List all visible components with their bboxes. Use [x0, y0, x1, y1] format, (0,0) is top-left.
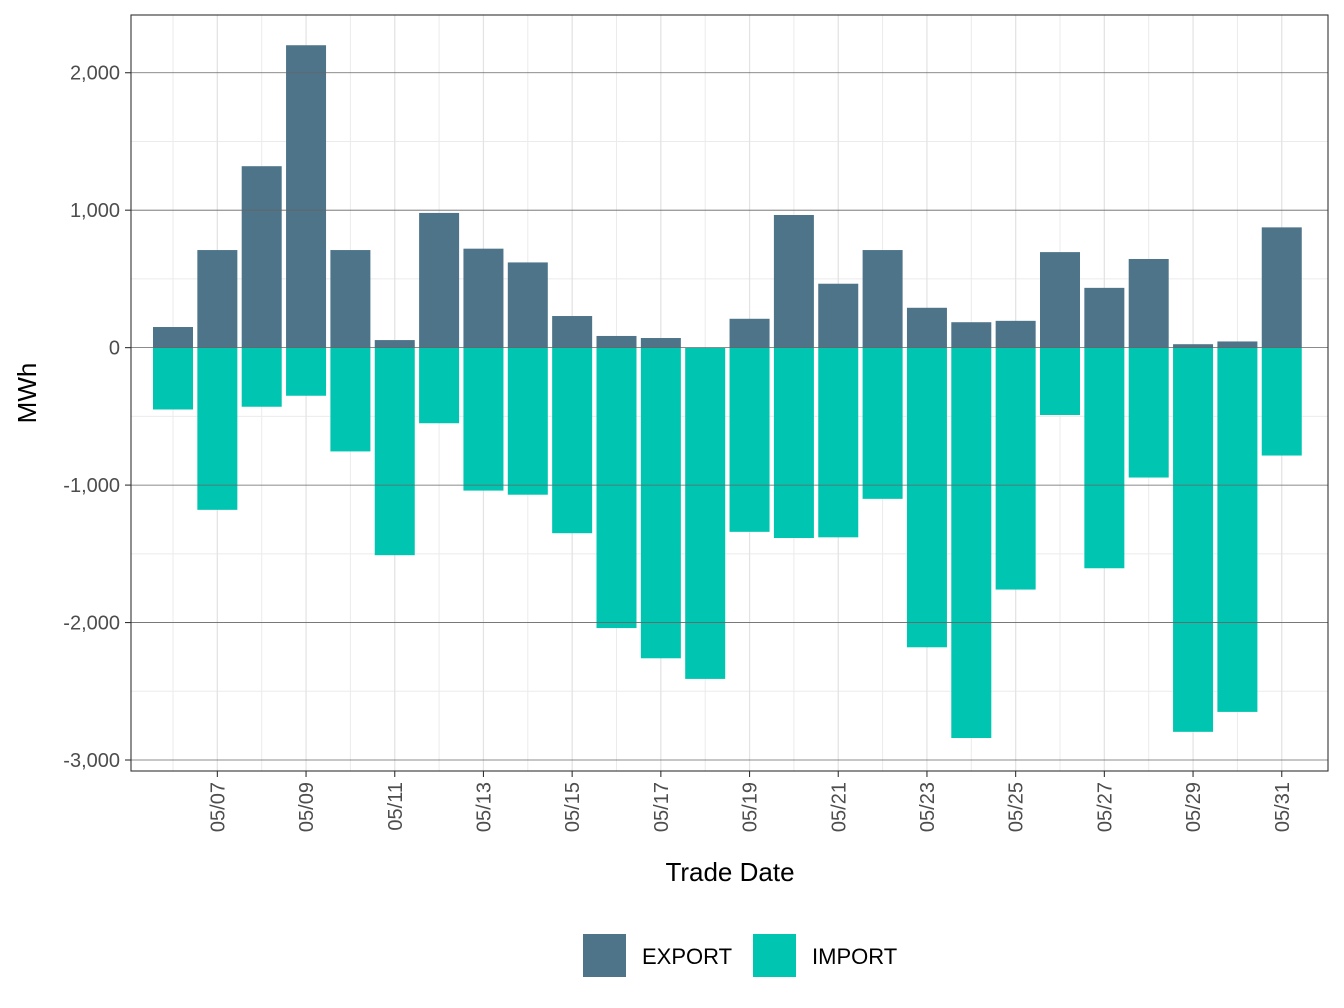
- legend-swatch-import: [753, 934, 796, 977]
- bar-export-05-13: [463, 248, 504, 348]
- bar-export-05-11: [374, 340, 415, 348]
- bar-import-05-22: [862, 347, 903, 499]
- bar-export-05-09: [286, 45, 327, 348]
- bar-export-05-14: [507, 262, 548, 348]
- bar-import-05-12: [419, 347, 460, 424]
- bar-export-05-31: [1261, 227, 1302, 348]
- bar-import-05-17: [640, 347, 681, 659]
- bar-import-05-08: [241, 347, 282, 407]
- y-axis: -3,000 -2,000 -1,000 0 1,000 2,000: [63, 63, 131, 772]
- legend-label-import: IMPORT: [812, 944, 897, 969]
- bar-export-05-26: [1040, 252, 1080, 348]
- y-tick-label: -1,000: [63, 475, 120, 497]
- bar-import-05-16: [596, 347, 637, 629]
- bar-export-05-29: [1173, 344, 1214, 348]
- bar-export-05-24: [951, 322, 992, 348]
- y-tick-label: -2,000: [63, 613, 120, 635]
- x-axis: 05/07 05/09 05/11 05/13 05/15 05/17 05/19 05/21…: [207, 771, 1294, 832]
- y-tick-label: 1,000: [70, 200, 120, 222]
- plot-panel-border: [130, 14, 1329, 772]
- x-tick-label: 05/15: [562, 782, 584, 832]
- bar-import-05-09: [286, 347, 327, 396]
- bar-export-05-28: [1128, 258, 1169, 348]
- bar-import-05-24: [951, 347, 992, 739]
- y-tick-label: -3,000: [63, 750, 120, 772]
- bar-import-05-23: [906, 347, 947, 648]
- x-tick-label: 05/17: [651, 782, 673, 832]
- bar-import-05-27: [1084, 347, 1125, 569]
- bar-import-05-06: [153, 347, 193, 410]
- x-tick-label: 05/29: [1183, 782, 1205, 832]
- x-tick-label: 05/27: [1094, 782, 1116, 832]
- bar-export-05-30: [1217, 341, 1258, 348]
- bar-export-05-19: [729, 318, 770, 348]
- legend: EXPORT IMPORT: [583, 934, 897, 977]
- legend-swatch-export: [583, 934, 626, 977]
- bar-export-05-23: [906, 307, 947, 348]
- x-tick-label: 05/25: [1006, 782, 1028, 832]
- bar-import-05-14: [507, 347, 548, 495]
- bar-import-05-31: [1261, 347, 1302, 456]
- bar-export-05-21: [818, 283, 859, 348]
- bar-import-05-30: [1217, 347, 1258, 712]
- bars-layer: [131, 45, 1328, 761]
- x-tick-label: 05/23: [917, 782, 939, 832]
- x-axis-title: Trade Date: [665, 857, 794, 887]
- y-axis-title: MWh: [12, 363, 42, 424]
- bar-import-05-18: [685, 347, 726, 679]
- bar-export-05-22: [862, 250, 903, 348]
- y-tick-label: 2,000: [70, 63, 120, 85]
- bar-export-05-20: [773, 214, 814, 348]
- bar-export-05-16: [596, 335, 637, 348]
- bar-import-05-28: [1128, 347, 1169, 478]
- bar-export-05-08: [241, 166, 282, 348]
- bar-import-05-15: [552, 347, 593, 534]
- bar-import-05-10: [330, 347, 371, 452]
- bar-import-05-11: [374, 347, 415, 556]
- x-tick-label: 05/09: [296, 782, 318, 832]
- bar-export-05-25: [995, 320, 1036, 348]
- x-tick-label: 05/07: [207, 782, 229, 832]
- x-tick-label: 05/19: [740, 782, 762, 832]
- y-tick-label: 0: [109, 338, 120, 360]
- x-tick-label: 05/13: [473, 782, 495, 832]
- bar-export-05-17: [640, 338, 681, 348]
- bar-import-05-07: [197, 347, 238, 510]
- bar-import-05-19: [729, 347, 770, 532]
- bar-export-05-10: [330, 250, 371, 348]
- x-tick-label: 05/31: [1272, 782, 1294, 832]
- bar-import-05-26: [1040, 347, 1080, 415]
- bar-import-05-29: [1173, 347, 1214, 732]
- bar-export-05-12: [419, 212, 460, 348]
- bar-import-05-25: [995, 347, 1036, 590]
- bar-export-05-15: [552, 316, 593, 348]
- bar-import-05-20: [773, 347, 814, 539]
- bar-export-05-07: [197, 250, 238, 348]
- bar-export-05-06: [153, 327, 193, 348]
- bar-import-05-21: [818, 347, 859, 538]
- bar-export-05-27: [1084, 287, 1125, 348]
- legend-label-export: EXPORT: [642, 944, 732, 969]
- x-tick-label: 05/21: [828, 782, 850, 832]
- x-tick-label: 05/11: [385, 782, 407, 831]
- bar-import-05-13: [463, 347, 504, 491]
